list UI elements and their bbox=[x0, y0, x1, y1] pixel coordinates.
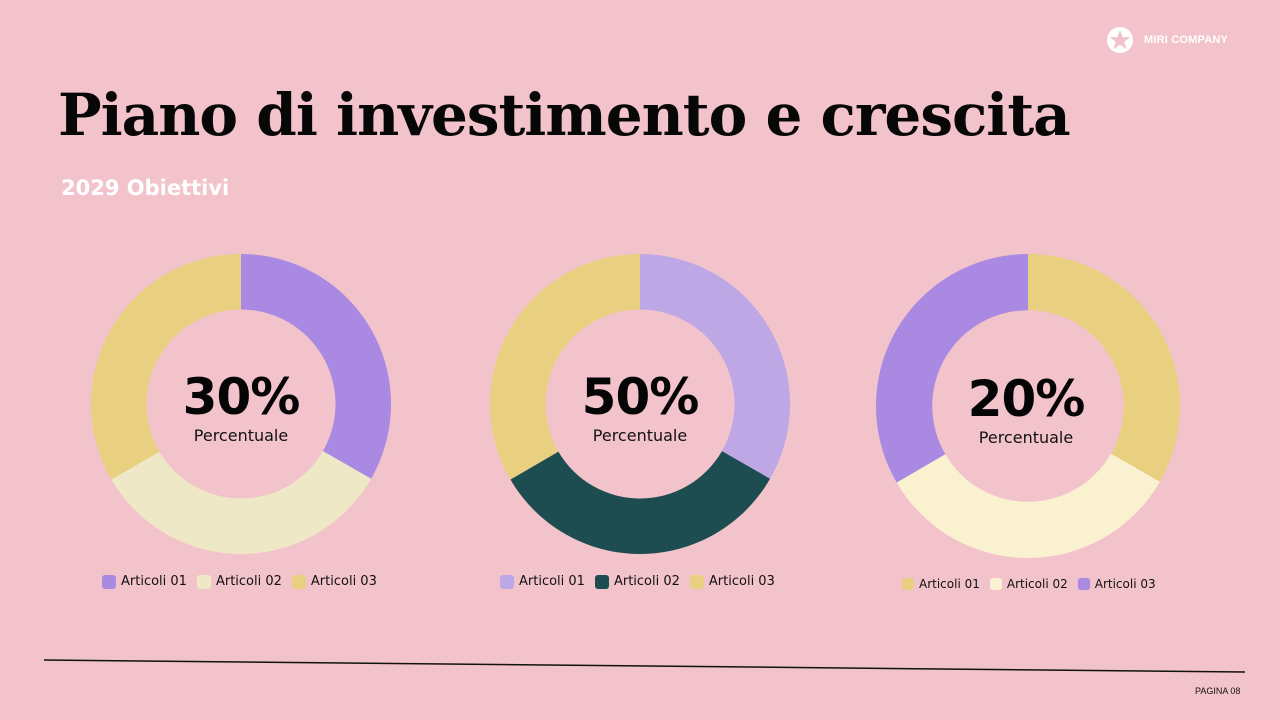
donut-slice-3 bbox=[490, 254, 640, 480]
star-logo-icon bbox=[1107, 27, 1133, 53]
brand-name: MIRI COMPANY bbox=[1144, 34, 1229, 46]
center-caption-3: Percentuale bbox=[978, 428, 1074, 447]
donut-chart-2: 50% Percentuale bbox=[490, 254, 790, 554]
donut-slice-1 bbox=[640, 254, 790, 479]
legend-swatch bbox=[902, 578, 914, 590]
legend-label: Articoli 02 bbox=[613, 574, 680, 589]
center-value-2: 50% bbox=[581, 368, 700, 426]
donut-chart-1-svg bbox=[90, 254, 391, 554]
brand: MIRI COMPANY bbox=[1106, 26, 1228, 54]
donut-slice-2 bbox=[111, 451, 372, 554]
donut-center-2: 50% Percentuale bbox=[540, 372, 740, 444]
legend-3: Articoli 01 Articoli 02 Articoli 03 bbox=[902, 577, 1166, 591]
donut-chart-2-svg bbox=[490, 254, 790, 554]
legend-label: Articoli 03 bbox=[310, 574, 377, 589]
donut-slice-1 bbox=[241, 254, 391, 479]
legend-label: Articoli 03 bbox=[1094, 577, 1156, 591]
legend-label: Articoli 01 bbox=[519, 574, 585, 589]
legend-swatch bbox=[689, 574, 704, 589]
legend-item: Articoli 02 bbox=[989, 577, 1068, 591]
donut-center-3: 20% Percentuale bbox=[926, 374, 1126, 446]
donut-slice-3 bbox=[876, 254, 1028, 483]
donut-chart-3-svg bbox=[876, 254, 1180, 558]
legend-item: Articoli 03 bbox=[291, 574, 377, 589]
legend-label: Articoli 03 bbox=[708, 574, 775, 589]
legend-item: Articoli 03 bbox=[1077, 577, 1156, 591]
donut-slice-2 bbox=[896, 453, 1160, 558]
donut-slice-2 bbox=[510, 451, 771, 554]
legend-swatch bbox=[196, 574, 211, 589]
legend-item: Articoli 01 bbox=[102, 574, 187, 589]
legend-1: Articoli 01 Articoli 02 Articoli 03 bbox=[102, 574, 387, 589]
legend-item: Articoli 01 bbox=[902, 577, 980, 591]
donut-chart-1: 30% Percentuale bbox=[90, 254, 391, 554]
legend-swatch bbox=[594, 574, 609, 589]
legend-item: Articoli 02 bbox=[196, 574, 282, 589]
center-value-3: 20% bbox=[967, 370, 1086, 428]
legend-swatch bbox=[1077, 578, 1090, 590]
legend-label: Articoli 01 bbox=[919, 577, 980, 591]
legend-swatch bbox=[102, 574, 116, 589]
legend-label: Articoli 01 bbox=[121, 574, 187, 589]
legend-2: Articoli 01 Articoli 02 Articoli 03 bbox=[500, 574, 785, 589]
center-value-1: 30% bbox=[182, 368, 301, 426]
donut-slice-3 bbox=[90, 254, 241, 480]
legend-swatch bbox=[989, 578, 1002, 590]
center-caption-1: Percentuale bbox=[193, 426, 289, 445]
legend-item: Articoli 02 bbox=[594, 574, 680, 589]
donut-chart-3: 20% Percentuale bbox=[876, 254, 1180, 558]
donut-center-1: 30% Percentuale bbox=[141, 372, 341, 444]
legend-item: Articoli 01 bbox=[500, 574, 585, 589]
legend-label: Articoli 02 bbox=[1006, 577, 1068, 591]
donut-slice-1 bbox=[1028, 254, 1180, 482]
legend-item: Articoli 03 bbox=[689, 574, 775, 589]
legend-swatch bbox=[500, 574, 514, 589]
page-title: Piano di investimento e crescita bbox=[58, 81, 1071, 149]
legend-label: Articoli 02 bbox=[215, 574, 282, 589]
page-subtitle: 2029 Obiettivi bbox=[61, 176, 230, 200]
legend-swatch bbox=[291, 574, 306, 589]
page-number: PAGINA 08 bbox=[1195, 686, 1241, 696]
center-caption-2: Percentuale bbox=[592, 426, 688, 445]
